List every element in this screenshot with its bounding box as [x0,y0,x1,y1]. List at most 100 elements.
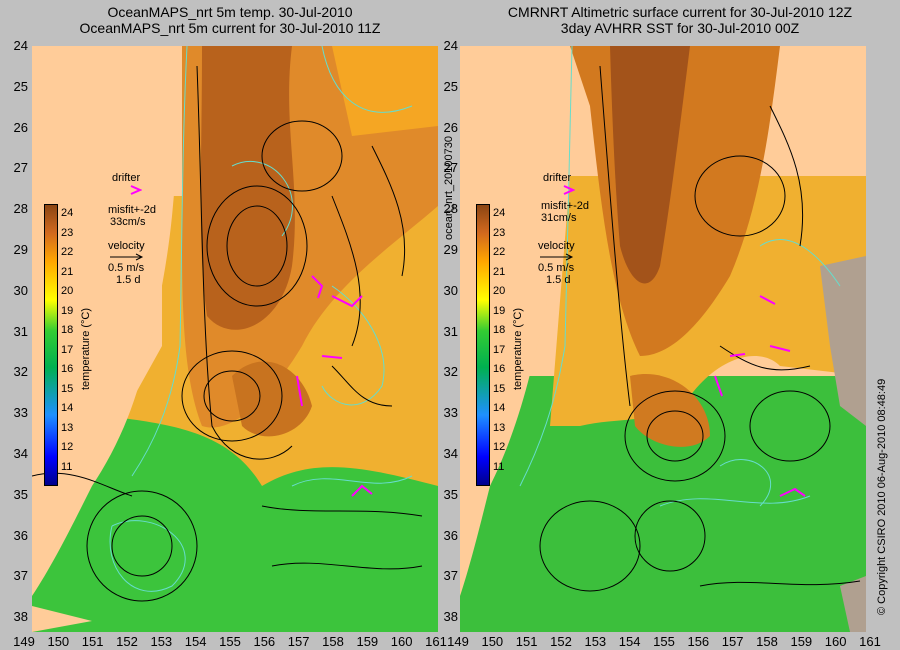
left-lat-32: 32 [13,364,28,380]
right-lon-159: 159 [790,634,813,649]
right-title-line2: 3day AVHRR SST for 30-Jul-2010 00Z [560,20,800,36]
left-lat-34: 34 [13,446,28,461]
right-lat-28: 28 [443,201,458,217]
velocity-label-left: velocity [108,240,145,252]
temperature-contours [109,46,413,592]
drifter-tracks [296,275,373,497]
right-cb-tick-19: 19 [493,304,506,317]
left-title-line1: OceanMAPS_nrt 5m temp. 30-Jul-2010 [107,4,353,20]
colorbar-title-left: temperature (°C) [80,307,92,390]
left-lat-25: 25 [13,78,28,94]
drifter-marker-right-icon [563,185,575,195]
drifter-tracks-right [714,295,806,497]
right-lat-27: 27 [443,160,458,176]
sst-contours [519,46,841,507]
left-lon-153: 153 [150,634,173,649]
land-south-strip [32,606,92,632]
right-title-line1: CMRNRT Altimetric surface current for 30… [507,4,853,20]
right-lat-26: 26 [443,119,458,135]
left-lat-35: 35 [13,486,28,502]
misfit-label-left: misfit+-2d [108,204,156,216]
left-lat-26: 26 [13,119,28,135]
left-lat-24: 24 [13,38,28,53]
right-lon-150: 150 [481,634,504,649]
velocity-arrow-left-icon [110,253,144,261]
current-streamlines [32,65,423,602]
right-cb-tick-16: 16 [493,363,506,375]
cloud-patch [820,256,866,426]
colorbar-title-right: temperature (°C) [512,307,524,390]
left-lon-158: 158 [322,634,344,649]
left-cb-tick-13: 13 [61,421,74,434]
left-lon-155: 155 [219,634,241,649]
left-cb-tick-24: 24 [61,207,74,219]
left-lon-156: 156 [253,634,276,649]
left-lon-150: 150 [47,634,70,649]
right-lon-156: 156 [687,634,710,649]
right-cb-tick-21: 21 [493,265,506,278]
ocean-south-warm [232,361,312,437]
left-cb-tick-16: 16 [61,363,74,375]
run-id-label: ocean_nrt_20100730 [443,136,455,240]
right-lon-152: 152 [550,634,572,649]
left-lon-151: 151 [81,634,104,649]
sst-cool-region [460,376,866,632]
scale-label-left: 0.5 m/s [108,262,145,274]
right-cb-tick-22: 22 [493,246,506,258]
right-lat-30: 30 [443,282,458,298]
right-lat-32: 32 [443,364,458,380]
left-cb-tick-19: 19 [61,304,74,317]
left-cb-tick-18: 18 [61,324,74,336]
drifter-marker-left-icon [130,185,142,195]
land-mass [32,46,182,596]
right-cb-tick-24: 24 [493,207,506,219]
right-cb-tick-15: 15 [493,382,506,395]
right-map-svg [460,46,866,632]
left-lat-37: 37 [13,568,28,584]
left-cb-tick-12: 12 [61,441,74,453]
left-lat-28: 28 [13,201,28,217]
left-lon-157: 157 [287,634,310,649]
right-lat-33: 33 [443,405,458,421]
right-lon-157: 157 [721,634,744,649]
left-title-line2: OceanMAPS_nrt 5m current for 30-Jul-2010… [79,20,381,36]
right-panel-title: CMRNRT Altimetric surface current for 30… [470,4,890,36]
left-lat-36: 36 [13,527,28,543]
copyright-label: © Copyright CSIRO 2010 06-Aug-2010 08:48… [876,378,888,615]
left-lat-38: 38 [13,609,28,625]
right-lon-158: 158 [756,634,778,649]
left-cb-tick-21: 21 [61,265,74,278]
colorbar-right [476,204,490,486]
right-lon-161: 161 [859,634,881,649]
left-map-svg [32,46,438,632]
left-lat-33: 33 [13,405,28,421]
speed-label-right: 31cm/s [541,212,577,224]
right-cb-tick-11: 11 [493,460,505,473]
days-label-right: 1.5 d [546,274,571,286]
left-lon-159: 159 [356,634,379,649]
left-cb-tick-17: 17 [61,343,74,356]
left-lat-29: 29 [13,242,28,257]
right-cb-tick-20: 20 [493,285,506,297]
sst-south-warm [630,374,710,447]
right-lon-154: 154 [618,634,641,649]
drifter-label-left: drifter [112,172,141,184]
ocean-core-current [200,46,295,330]
drifter-label-right: drifter [543,172,572,184]
right-cb-tick-23: 23 [493,226,506,239]
left-lon-160: 160 [390,634,413,649]
scale-label-right: 0.5 m/s [538,262,575,274]
right-lat-36: 36 [443,527,458,543]
misfit-label-right: misfit+-2d [541,200,589,212]
right-lon-160: 160 [824,634,847,649]
days-label-left: 1.5 d [116,274,141,286]
ocean-north-orange [332,46,438,136]
right-cb-tick-14: 14 [493,402,506,414]
left-lon-154: 154 [184,634,207,649]
speed-label-left: 33cm/s [110,216,146,228]
velocity-arrow-right-icon [540,253,574,261]
right-cb-tick-18: 18 [493,324,506,336]
right-lat-35: 35 [443,486,458,502]
left-cb-tick-22: 22 [61,246,74,258]
ocean-cool-region [32,418,438,632]
